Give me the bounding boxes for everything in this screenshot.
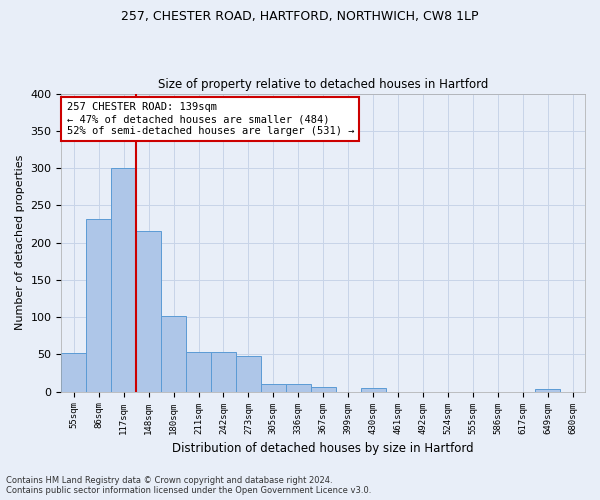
Bar — [161, 316, 186, 392]
Bar — [111, 168, 136, 392]
Y-axis label: Number of detached properties: Number of detached properties — [15, 155, 25, 330]
Bar — [136, 232, 161, 392]
Bar — [261, 384, 286, 392]
Bar — [186, 352, 211, 392]
Text: Contains HM Land Registry data © Crown copyright and database right 2024.
Contai: Contains HM Land Registry data © Crown c… — [6, 476, 371, 495]
Bar — [286, 384, 311, 392]
Bar — [236, 356, 261, 392]
Text: 257 CHESTER ROAD: 139sqm
← 47% of detached houses are smaller (484)
52% of semi-: 257 CHESTER ROAD: 139sqm ← 47% of detach… — [67, 102, 354, 136]
Bar — [535, 390, 560, 392]
Bar — [361, 388, 386, 392]
Bar — [61, 353, 86, 392]
Title: Size of property relative to detached houses in Hartford: Size of property relative to detached ho… — [158, 78, 488, 91]
X-axis label: Distribution of detached houses by size in Hartford: Distribution of detached houses by size … — [172, 442, 474, 455]
Text: 257, CHESTER ROAD, HARTFORD, NORTHWICH, CW8 1LP: 257, CHESTER ROAD, HARTFORD, NORTHWICH, … — [121, 10, 479, 23]
Bar — [211, 352, 236, 392]
Bar — [86, 219, 111, 392]
Bar — [311, 387, 335, 392]
